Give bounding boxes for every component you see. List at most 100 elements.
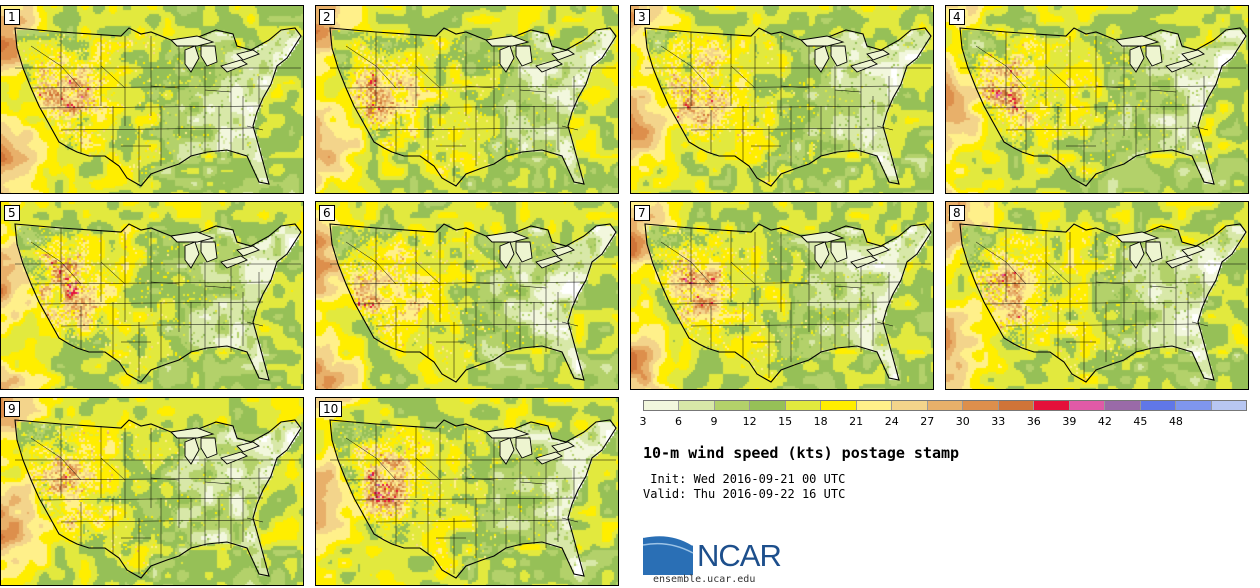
great-lake <box>220 59 248 73</box>
wind-speed-field <box>631 6 933 193</box>
colorbar-segment <box>1105 401 1141 410</box>
state-border <box>834 285 862 289</box>
colorbar-tick-label: 21 <box>849 415 864 428</box>
country-border <box>14 223 302 383</box>
state-border <box>100 65 126 89</box>
state-borders <box>959 27 1247 187</box>
state-border <box>660 241 692 263</box>
colorbar-tick-label: 39 <box>1062 415 1077 428</box>
state-border <box>30 437 62 459</box>
great-lake <box>830 45 848 67</box>
state-border <box>1149 285 1177 289</box>
colorbar-segment <box>714 401 751 410</box>
state-border <box>975 85 1217 89</box>
colorbar-tick-label: 48 <box>1168 415 1183 428</box>
great-lake <box>499 241 515 269</box>
great-lake <box>485 35 530 47</box>
member-label: 8 <box>949 205 965 221</box>
colorbar-tick-label: 27 <box>920 415 935 428</box>
colorbar-segment <box>750 401 786 410</box>
state-border <box>415 65 441 89</box>
state-borders <box>329 419 617 579</box>
state-border <box>670 301 894 305</box>
state-border <box>375 127 569 131</box>
great-lake <box>850 59 878 73</box>
wind-speed-field <box>316 398 618 585</box>
great-lake <box>499 45 515 73</box>
wind-speed-field <box>946 202 1248 389</box>
state-border <box>985 301 1209 305</box>
state-border <box>355 301 579 305</box>
member-panel-6: 6 <box>315 201 619 390</box>
state-borders <box>959 223 1247 383</box>
great-lake <box>515 45 533 67</box>
colorbar-tick-label: 6 <box>675 415 683 428</box>
great-lake <box>830 241 848 263</box>
valid-time: Valid: Thu 2016-09-22 16 UTC <box>643 487 846 501</box>
member-panel-8: 8 <box>945 201 1249 390</box>
state-border <box>730 65 756 89</box>
great-lake <box>184 437 200 465</box>
state-border <box>561 321 579 327</box>
great-lake <box>184 45 200 73</box>
wind-speed-field <box>316 202 618 389</box>
great-lake <box>200 437 218 459</box>
state-border <box>519 481 547 485</box>
colorbar-segment <box>1176 401 1212 410</box>
state-border <box>60 323 254 327</box>
wind-speed-field <box>631 202 933 389</box>
state-border <box>730 261 756 285</box>
state-border <box>60 457 82 481</box>
state-border <box>150 85 180 89</box>
state-border <box>150 281 180 285</box>
state-border <box>375 457 397 481</box>
state-border <box>30 241 62 263</box>
state-border <box>40 301 264 305</box>
colorbar-ticks: 3 6 9 12 15 18 21 24 27 30 33 36 39 42 45 48 <box>639 415 1247 429</box>
country-border <box>644 27 932 187</box>
colorbar-segment <box>785 401 822 410</box>
wind-speed-field <box>316 6 618 193</box>
great-lake <box>200 241 218 263</box>
state-border <box>660 281 902 285</box>
great-lake <box>800 231 845 243</box>
state-border <box>60 127 254 131</box>
state-border <box>1005 65 1027 89</box>
state-border <box>780 281 810 285</box>
great-lake <box>1129 241 1145 269</box>
colorbar-tick-label: 42 <box>1097 415 1112 428</box>
great-lake <box>485 427 530 439</box>
great-lake <box>551 441 575 453</box>
state-border <box>375 261 397 285</box>
colorbar-segment <box>821 401 857 410</box>
colorbar-tick-label: 3 <box>639 415 647 428</box>
colorbar-segment <box>1211 401 1246 410</box>
state-border <box>690 323 884 327</box>
state-border <box>30 281 272 285</box>
state-borders <box>329 223 617 383</box>
state-border <box>519 89 547 93</box>
great-lake <box>814 45 830 73</box>
state-border <box>1045 65 1071 89</box>
colorbar-segment <box>679 401 715 410</box>
great-lake <box>866 245 890 257</box>
state-border <box>60 65 82 89</box>
site-url: ensemble.ucar.edu <box>653 574 756 585</box>
state-border <box>30 85 272 89</box>
wind-speed-field <box>946 6 1248 193</box>
state-border <box>60 261 82 285</box>
state-border <box>246 321 264 327</box>
state-border <box>60 519 254 523</box>
colorbar-tick-label: 36 <box>1026 415 1041 428</box>
state-border <box>876 125 894 131</box>
state-borders <box>14 27 302 187</box>
member-panel-5: 5 <box>0 201 304 390</box>
state-border <box>415 457 441 481</box>
great-lake <box>800 35 845 47</box>
country-border <box>329 27 617 187</box>
state-border <box>246 125 264 131</box>
member-label: 5 <box>4 205 20 221</box>
great-lake <box>535 451 563 465</box>
great-lake <box>814 241 830 269</box>
great-lake <box>485 231 530 243</box>
